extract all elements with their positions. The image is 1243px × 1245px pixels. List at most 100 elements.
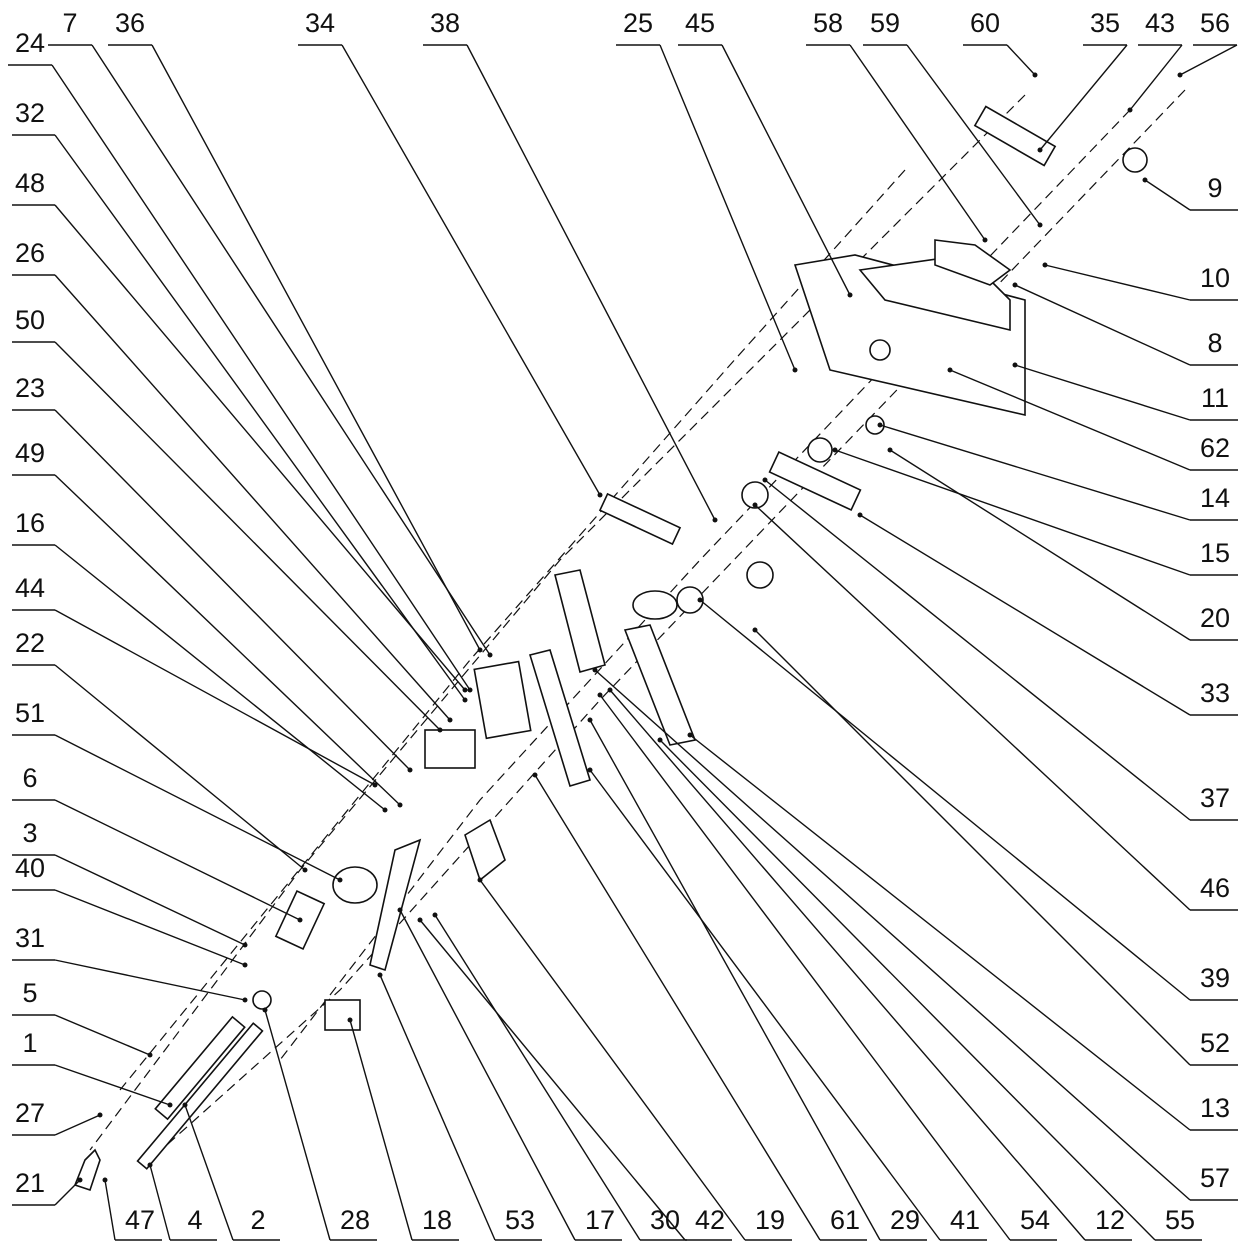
part-number: 7 (62, 8, 77, 38)
leader-arrow (297, 917, 303, 923)
handle (73, 1148, 101, 1192)
part-number: 53 (505, 1205, 535, 1235)
callouts: 247 36 34 38 25 45 58 59 60 35 43 56324826502349164… (8, 8, 1238, 1241)
leader-arrow (752, 502, 758, 508)
leader-arrow (437, 727, 443, 733)
leader-line (466, 44, 716, 521)
leader-arrow (1042, 262, 1048, 268)
axis-line (279, 109, 1131, 1061)
leader-line (1044, 264, 1191, 301)
leader-line (906, 44, 1041, 226)
leader-line (434, 914, 641, 1241)
part-number: 17 (585, 1205, 615, 1235)
part-number: 22 (15, 628, 45, 658)
part-number: 42 (695, 1205, 725, 1235)
leader-line (54, 1114, 101, 1136)
leader-arrow (397, 802, 403, 808)
leader-arrow (532, 772, 538, 778)
leader-line (889, 449, 1191, 641)
part-number: 25 (623, 8, 653, 38)
leader-arrow (487, 652, 493, 658)
part-number: 36 (115, 8, 145, 38)
part-number: 48 (15, 168, 45, 198)
roller (807, 437, 833, 463)
leader-arrow (462, 697, 468, 703)
leader-line (419, 919, 686, 1241)
leader-line (54, 799, 301, 921)
leader-line (54, 609, 376, 786)
leader-line (54, 959, 246, 1001)
leader-line (54, 544, 386, 811)
leader-arrow (147, 1162, 153, 1168)
leader-arrow (167, 1102, 173, 1108)
roller (741, 481, 769, 509)
leader-line (54, 274, 451, 721)
leader-line (54, 664, 306, 871)
part-number: 35 (1090, 8, 1120, 38)
leader-line (54, 854, 246, 946)
leader-arrow (1012, 282, 1018, 288)
leader-line (599, 694, 1011, 1241)
leader-line (54, 204, 466, 691)
part-number: 40 (15, 853, 45, 883)
bushing (252, 990, 272, 1010)
leader-arrow (382, 807, 388, 813)
leader-arrow (847, 292, 853, 298)
link (528, 649, 592, 787)
leader-line (54, 734, 341, 881)
leader-arrow (102, 1177, 108, 1183)
leader-line (754, 504, 1191, 911)
block (473, 660, 532, 740)
leader-arrow (792, 367, 798, 373)
bracket (1122, 147, 1148, 173)
leader-arrow (587, 767, 593, 773)
leader-arrow (242, 997, 248, 1003)
leader-line (594, 669, 1191, 1201)
leader-arrow (372, 782, 378, 788)
leader-line (609, 689, 1086, 1241)
part-number: 8 (1207, 328, 1222, 358)
bracket (934, 239, 1012, 286)
part-number: 5 (22, 978, 37, 1008)
part-number: 19 (755, 1205, 785, 1235)
part-number: 60 (970, 8, 1000, 38)
leader-line (341, 44, 601, 496)
leader-arrow (432, 912, 438, 918)
part-number: 28 (340, 1205, 370, 1235)
leader-arrow (687, 732, 693, 738)
block (324, 999, 361, 1031)
leader-arrow (417, 917, 423, 923)
leader-line (1006, 44, 1036, 76)
leader-line (689, 734, 1191, 1131)
leader-arrow (1012, 362, 1018, 368)
part-number: 54 (1020, 1205, 1050, 1235)
part-number: 2 (250, 1205, 265, 1235)
cylinder (598, 492, 682, 546)
leader-arrow (592, 667, 598, 673)
leader-arrow (477, 647, 483, 653)
cylinder (768, 450, 862, 512)
leader-arrow (597, 692, 603, 698)
ring (632, 590, 678, 620)
part-number: 27 (15, 1098, 45, 1128)
axis-line (119, 169, 906, 1091)
leader-line (859, 514, 1191, 716)
axis-line (149, 89, 1186, 1161)
leader-arrow (982, 237, 988, 243)
leader-arrow (462, 687, 468, 693)
part-number: 61 (830, 1205, 860, 1235)
leader-arrow (337, 877, 343, 883)
part-number: 38 (430, 8, 460, 38)
roller (676, 586, 704, 614)
leader-line (54, 134, 466, 701)
rod (154, 1015, 246, 1121)
leader-line (54, 409, 411, 771)
part-number: 52 (1200, 1028, 1230, 1058)
leader-line (1144, 179, 1191, 211)
block (424, 729, 476, 769)
leader-arrow (302, 867, 308, 873)
leader-arrow (467, 687, 473, 693)
leader-line (949, 369, 1191, 471)
leader-arrow (597, 492, 603, 498)
leader-line (659, 44, 796, 371)
